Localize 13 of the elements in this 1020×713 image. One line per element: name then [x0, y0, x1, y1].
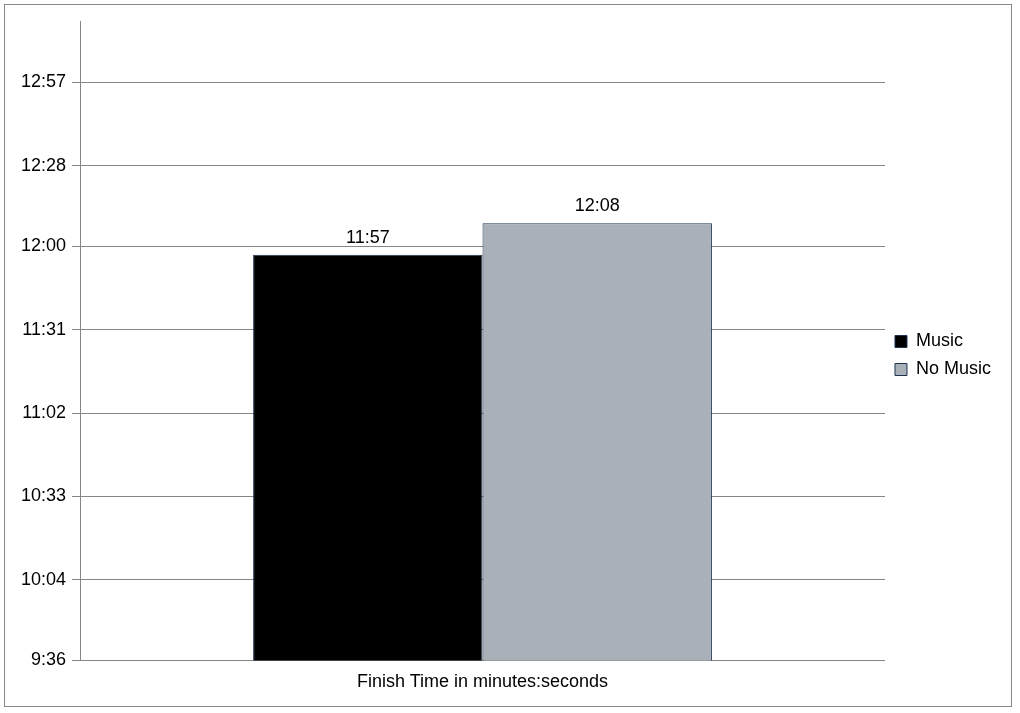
y-tick-label: 12:00 [21, 235, 67, 256]
y-tick-label: 12:28 [21, 154, 67, 175]
y-tick-label: 10:33 [21, 485, 67, 506]
y-tick-label: 10:04 [21, 568, 67, 589]
y-tick-label: 9:36 [31, 649, 67, 670]
y-tick-label: 11:31 [22, 318, 67, 339]
y-tick-label: 11:02 [22, 401, 67, 422]
legend-label: Music [915, 330, 963, 351]
x-tick-label: Finish Time in minutes:seconds [356, 671, 609, 692]
data-label: 11:57 [345, 226, 390, 247]
y-tick-label: 12:57 [21, 71, 67, 92]
data-label: 12:08 [574, 195, 620, 216]
legend-label: No Music [915, 358, 991, 379]
